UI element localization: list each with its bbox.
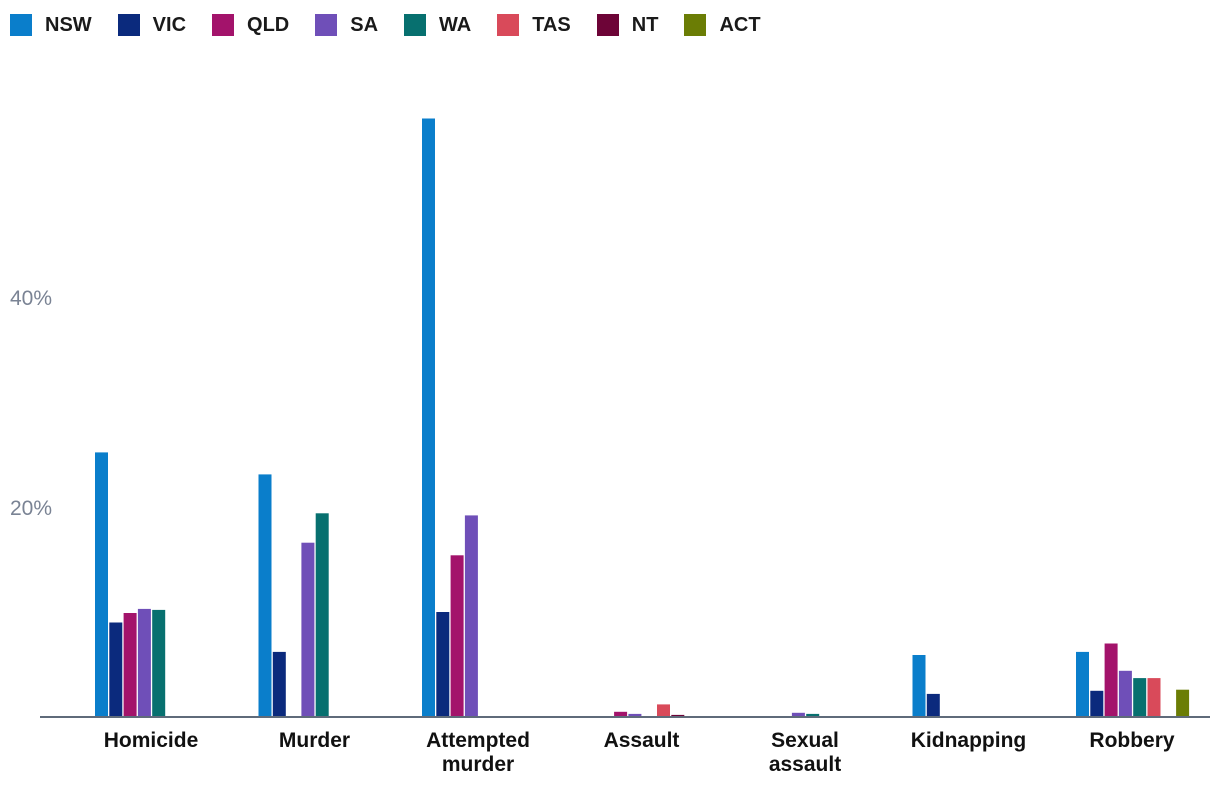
legend-label: NSW: [45, 13, 92, 36]
x-category-label-line: Assault: [604, 729, 680, 752]
x-category-label: Sexual assault: [769, 729, 841, 776]
x-category-label-line: assault: [769, 753, 841, 776]
bar-vic: [272, 651, 286, 717]
legend-item: SA: [315, 14, 378, 37]
legend-swatch: [10, 14, 32, 36]
legend-swatch: [315, 14, 338, 36]
bar-qld: [123, 613, 137, 717]
bar-vic: [926, 693, 940, 717]
x-category-label: Murder: [279, 729, 350, 752]
bar-vic: [1090, 690, 1104, 718]
bar-qld: [450, 555, 464, 717]
x-category-label: Robbery: [1089, 729, 1175, 752]
legend-label: SA: [350, 13, 379, 36]
legend-item: VIC: [117, 13, 187, 37]
y-tick-label: 40%: [10, 287, 52, 310]
bar-tas: [657, 704, 670, 717]
bar-sa: [628, 713, 642, 717]
x-category-label-line: Sexual: [771, 729, 839, 752]
legend-item: ACT: [684, 13, 761, 37]
legend-label: NT: [631, 13, 659, 36]
bar-sa: [1118, 670, 1132, 717]
legend-label: WA: [439, 13, 472, 36]
legend-label: ACT: [719, 13, 761, 36]
legend-swatch: [596, 14, 619, 36]
legend: NSW VIC QLD SA WA TAS NT ACT: [10, 10, 787, 40]
bar-nt: [671, 714, 685, 717]
bar-vic: [436, 612, 450, 717]
legend-label: QLD: [247, 13, 290, 36]
legend-label: TAS: [532, 13, 571, 36]
x-category-label-line: murder: [442, 753, 514, 776]
bar-wa: [1133, 678, 1147, 717]
legend-swatch: [684, 14, 707, 36]
bar-qld: [614, 711, 628, 718]
x-category-label-line: Kidnapping: [911, 729, 1026, 752]
bar-nsw: [1076, 651, 1089, 717]
legend-item: QLD: [212, 14, 289, 37]
bar-wa: [315, 513, 329, 717]
x-category-label-line: Attempted: [426, 729, 530, 752]
x-category-label: Kidnapping: [911, 729, 1026, 752]
legend-item: NSW: [10, 14, 92, 37]
x-category-label: Homicide: [104, 729, 199, 752]
x-category-label-line: Murder: [279, 729, 350, 752]
x-category-label: Assault: [604, 729, 680, 752]
bar-vic: [109, 622, 123, 717]
bar-tas: [1147, 678, 1161, 717]
legend-item: NT: [596, 13, 659, 37]
legend-swatch: [497, 14, 520, 36]
bar-sa: [137, 608, 151, 718]
bar-sa: [301, 542, 315, 717]
legend-swatch: [117, 14, 140, 36]
legend-swatch: [404, 14, 427, 36]
legend-swatch: [212, 14, 235, 36]
bar-wa: [152, 609, 166, 717]
bar-qld: [1104, 643, 1118, 717]
bar-nsw: [95, 452, 108, 717]
bar-wa: [806, 713, 820, 717]
bar-sa: [464, 515, 478, 717]
bar-nsw: [422, 118, 435, 717]
x-category-label: Attempted murder: [426, 729, 530, 776]
legend-item: WA: [404, 14, 471, 37]
legend-item: TAS: [497, 14, 571, 37]
legend-label: VIC: [152, 13, 187, 36]
bar-nsw: [912, 655, 926, 717]
bar-nsw: [258, 474, 272, 717]
y-tick-label: 20%: [10, 497, 52, 520]
bar-sa: [791, 712, 805, 717]
x-category-label-line: Robbery: [1089, 729, 1175, 752]
x-category-label-line: Homicide: [104, 729, 199, 752]
bar-act: [1176, 689, 1190, 717]
